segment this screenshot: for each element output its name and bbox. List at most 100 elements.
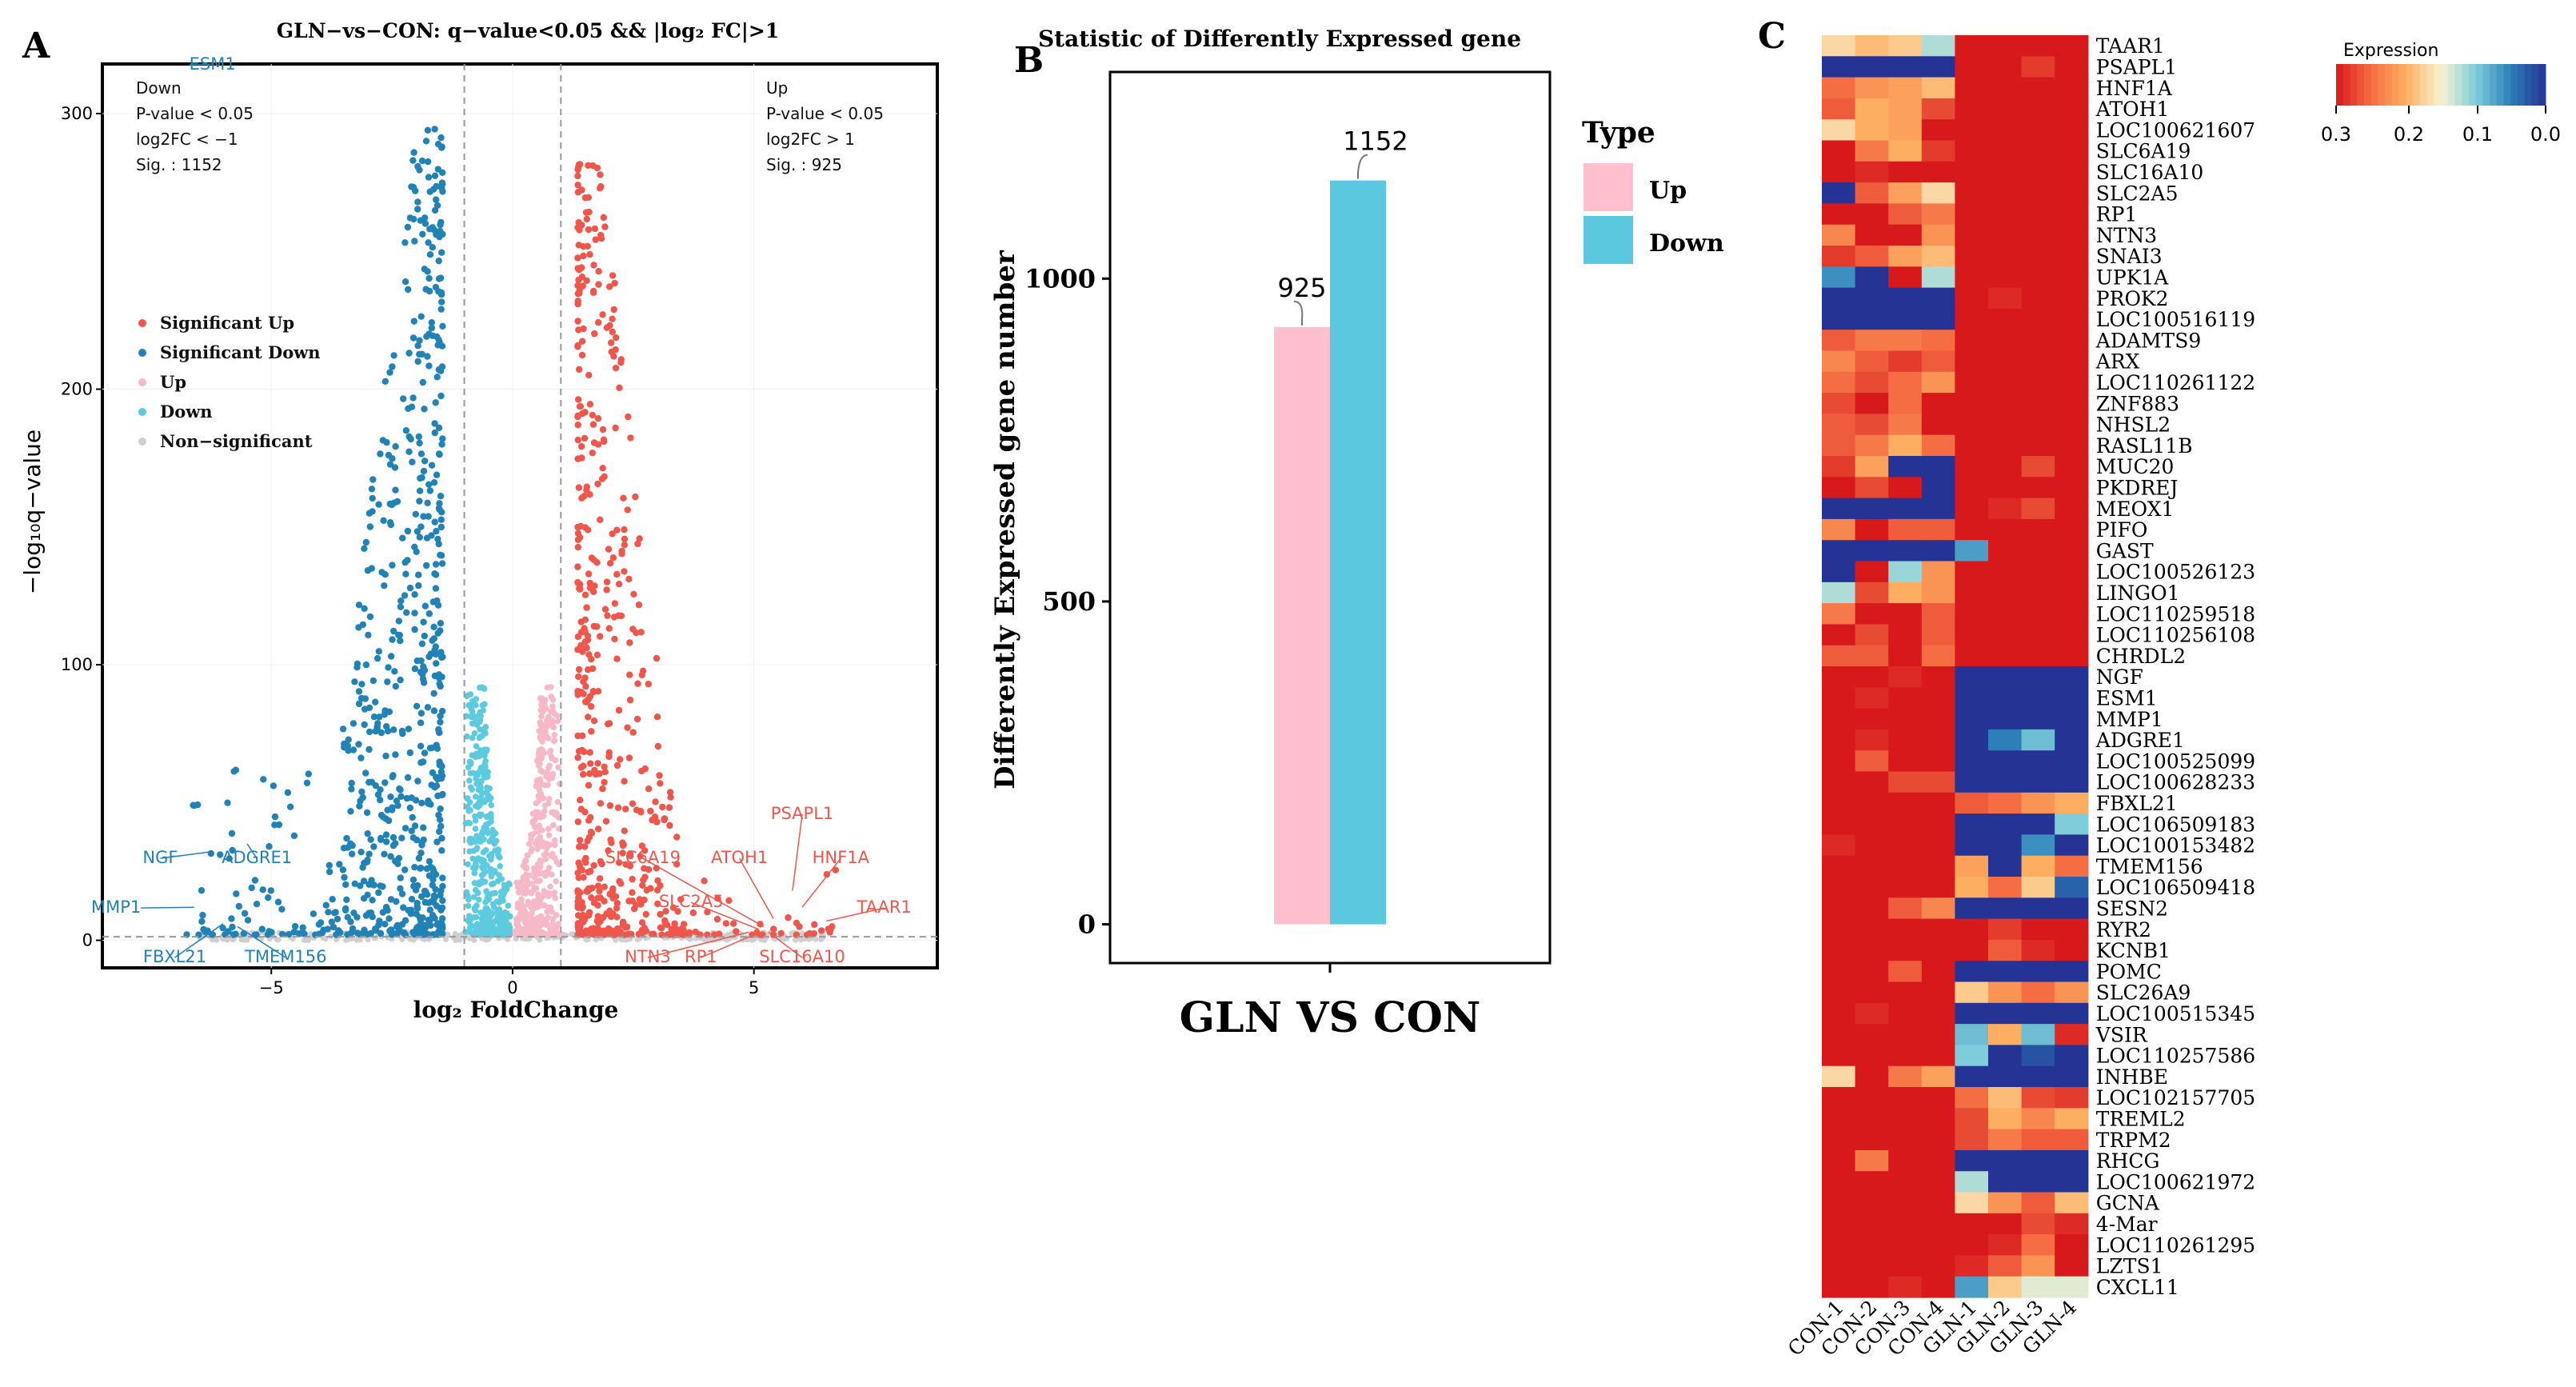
heatmap-cell bbox=[1921, 371, 1955, 394]
volcano-point-ns bbox=[344, 937, 350, 943]
volcano-point-down bbox=[477, 785, 484, 792]
heatmap-cell bbox=[1888, 855, 1923, 877]
heatmap-cell bbox=[1888, 729, 1923, 751]
volcano-point-up bbox=[517, 909, 525, 915]
volcano-point-sig-up bbox=[608, 927, 615, 935]
volcano-point-sig-down bbox=[425, 653, 433, 661]
heatmap-cell bbox=[2021, 708, 2055, 730]
volcano-point-sig-down bbox=[393, 498, 401, 506]
volcano-point-up bbox=[549, 850, 556, 857]
volcano-point-sig-up bbox=[615, 581, 623, 588]
volcano-point-up bbox=[546, 762, 553, 769]
volcano-point-sig-down bbox=[428, 781, 435, 789]
volcano-point-sig-down bbox=[229, 846, 236, 854]
heatmap-cell bbox=[1988, 330, 2023, 352]
volcano-point-sig-down bbox=[253, 901, 261, 908]
volcano-point-sig-up bbox=[577, 805, 585, 813]
heatmap-cell bbox=[1955, 266, 1989, 289]
volcano-point-sig-up bbox=[578, 222, 585, 229]
colorbar-segment bbox=[2426, 64, 2434, 106]
volcano-point-sig-up bbox=[581, 628, 589, 636]
volcano-point-sig-down bbox=[363, 809, 371, 817]
heatmap-row-label: KCNB1 bbox=[2096, 939, 2171, 962]
volcano-point-sig-up bbox=[586, 250, 593, 258]
volcano-point-up bbox=[531, 823, 538, 829]
heatmap-cell bbox=[1855, 1045, 1889, 1067]
heatmap-cell bbox=[1822, 645, 1856, 667]
volcano-point-sig-down bbox=[416, 487, 424, 494]
volcano-point-sig-down bbox=[432, 399, 439, 406]
heatmap-cell bbox=[1855, 414, 1889, 436]
volcano-point-sig-down bbox=[389, 636, 396, 643]
volcano-point-sig-down bbox=[428, 324, 435, 332]
volcano-point-sig-down bbox=[381, 779, 389, 786]
heatmap-row-label: PKDREJ bbox=[2096, 476, 2179, 499]
volcano-point-sig-up bbox=[810, 929, 817, 937]
volcano-point-sig-down bbox=[415, 571, 422, 578]
volcano-point-sig-down bbox=[381, 711, 388, 718]
heatmap-cell bbox=[1888, 666, 1923, 688]
volcano-point-up bbox=[541, 808, 548, 814]
volcano-point-sig-down bbox=[428, 319, 435, 326]
volcano-point-down bbox=[476, 896, 482, 903]
volcano-point-sig-up bbox=[639, 929, 646, 937]
heatmap-cell bbox=[1921, 834, 1955, 857]
volcano-point-sig-down bbox=[425, 481, 433, 488]
volcano-point-ns bbox=[365, 937, 371, 943]
heatmap-cell bbox=[1955, 224, 1989, 246]
heatmap-cell bbox=[2021, 140, 2055, 162]
volcano-point-sig-down bbox=[411, 238, 418, 245]
heatmap-cell bbox=[1822, 434, 1856, 457]
heatmap-cell bbox=[2055, 77, 2089, 99]
volcano-point-ns bbox=[399, 936, 405, 942]
volcano-point-sig-down bbox=[349, 720, 357, 727]
volcano-point-up bbox=[541, 722, 548, 729]
volcano-point-sig-up bbox=[725, 897, 733, 905]
heatmap-cell bbox=[1955, 393, 1989, 414]
volcano-point-sig-up bbox=[626, 862, 634, 869]
heatmap-cell bbox=[1955, 708, 1989, 730]
volcano-point-sig-down bbox=[416, 534, 423, 541]
volcano-gene-label-rp1: RP1 bbox=[685, 947, 717, 966]
heatmap-row-label: TMEM156 bbox=[2096, 855, 2203, 878]
volcano-point-sig-down bbox=[423, 562, 430, 570]
volcano-point-sig-down bbox=[424, 158, 432, 166]
volcano-point-sig-down bbox=[423, 865, 430, 873]
volcano-point-sig-up bbox=[613, 526, 621, 534]
volcano-point-down bbox=[480, 799, 486, 805]
volcano-point-sig-up bbox=[584, 837, 591, 845]
volcano-point-sig-down bbox=[406, 804, 413, 812]
volcano-point-sig-down bbox=[266, 843, 273, 850]
heatmap-cell bbox=[1888, 330, 1923, 352]
volcano-point-sig-up bbox=[601, 473, 608, 480]
volcano-point-sig-up bbox=[777, 929, 785, 937]
volcano-point-sig-down bbox=[396, 926, 403, 933]
volcano-point-sig-down bbox=[380, 813, 387, 821]
volcano-y-axis-title: −log₁₀q−value bbox=[19, 430, 46, 594]
heatmap-cell bbox=[2021, 518, 2055, 541]
volcano-point-sig-up bbox=[579, 732, 586, 739]
volcano-point-up bbox=[533, 783, 540, 789]
volcano-point-sig-up bbox=[722, 920, 730, 927]
volcano-point-sig-up bbox=[613, 655, 621, 662]
volcano-point-sig-down bbox=[377, 729, 385, 737]
volcano-point-sig-down bbox=[369, 897, 376, 904]
heatmap-cell bbox=[2055, 834, 2089, 857]
heatmap-cell bbox=[1955, 750, 1989, 773]
volcano-point-up bbox=[535, 919, 541, 926]
volcano-point-down bbox=[465, 701, 472, 709]
heatmap-row-label: RHCG bbox=[2096, 1149, 2160, 1173]
heatmap-row-label: GAST bbox=[2096, 539, 2154, 562]
volcano-point-sig-up bbox=[590, 861, 597, 869]
heatmap-cell bbox=[1888, 624, 1923, 646]
volcano-point-up bbox=[525, 916, 532, 922]
volcano-point-sig-down bbox=[439, 322, 446, 330]
heatmap-cell bbox=[2055, 687, 2089, 709]
volcano-point-sig-up bbox=[592, 236, 599, 243]
volcano-point-sig-up bbox=[665, 804, 673, 811]
volcano-point-down bbox=[473, 926, 480, 933]
volcano-point-sig-down bbox=[431, 914, 438, 922]
volcano-point-sig-up bbox=[613, 334, 620, 342]
volcano-point-sig-up bbox=[583, 604, 590, 611]
heatmap-cell bbox=[2055, 1192, 2089, 1214]
